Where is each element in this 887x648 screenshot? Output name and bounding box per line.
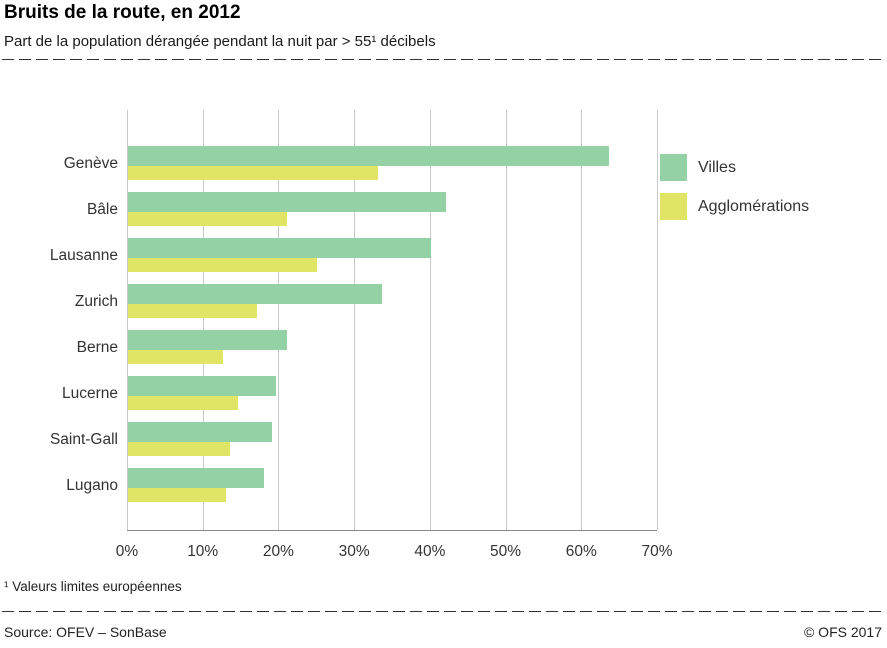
gridline <box>429 110 431 530</box>
x-tick-label: 40% <box>414 543 446 560</box>
y-axis-label: Bâle <box>86 201 118 218</box>
legend: Villes Agglomérations <box>660 154 809 232</box>
gridline <box>657 110 658 530</box>
divider-bottom <box>2 610 885 612</box>
plot-area <box>127 110 658 531</box>
y-axis-label: Lucerne <box>61 385 118 402</box>
chart-subtitle: Part de la population dérangée pendant l… <box>4 33 436 50</box>
x-axis-labels: 0% 10% 20% 30% 40% 50% 60% 70% <box>0 543 887 565</box>
bar-agglomerations-geneve <box>128 166 378 180</box>
x-tick-label: 10% <box>187 543 219 560</box>
legend-label: Agglomérations <box>698 197 810 215</box>
legend-label: Villes <box>698 158 736 176</box>
bar-villes-lausanne <box>128 238 431 258</box>
legend-item-villes: Villes <box>660 154 809 181</box>
bar-agglomerations-berne <box>128 350 223 364</box>
x-tick-label: 70% <box>641 543 673 560</box>
gridline <box>127 110 128 530</box>
x-tick-label: 30% <box>338 543 370 560</box>
y-axis-label: Lausanne <box>49 247 118 264</box>
y-axis-label: Lugano <box>66 477 118 494</box>
bar-villes-lugano <box>128 468 265 488</box>
y-axis-label: Genève <box>63 155 118 172</box>
x-tick-label: 60% <box>565 543 597 560</box>
bar-villes-saint-gall <box>128 422 272 442</box>
gridline <box>354 110 356 530</box>
source-text: Source: OFEV – SonBase <box>4 624 167 640</box>
bar-agglomerations-lugano <box>128 488 227 502</box>
gridline <box>581 110 583 530</box>
x-tick-label: 20% <box>262 543 294 560</box>
y-axis-labels: Genève Bâle Lausanne Zurich Berne Lucerne Sain… <box>0 110 118 530</box>
x-tick-label: 0% <box>115 543 139 560</box>
bar-agglomerations-zurich <box>128 304 257 318</box>
bar-villes-geneve <box>128 146 609 166</box>
y-axis-label: Zurich <box>74 293 118 310</box>
bar-villes-zurich <box>128 284 382 304</box>
gridline <box>505 110 507 530</box>
chart-title: Bruits de la route, en 2012 <box>4 2 241 23</box>
bar-agglomerations-lucerne <box>128 396 238 410</box>
gridline <box>278 110 280 530</box>
divider-top <box>2 58 885 60</box>
bar-villes-lucerne <box>128 376 276 396</box>
y-axis-label: Berne <box>76 339 118 356</box>
y-axis-label: Saint-Gall <box>49 431 118 448</box>
gridline <box>202 110 204 530</box>
bar-agglomerations-bale <box>128 212 287 226</box>
copyright-text: © OFS 2017 <box>803 624 882 640</box>
legend-swatch <box>660 193 687 220</box>
x-tick-label: 50% <box>490 543 522 560</box>
bar-agglomerations-saint-gall <box>128 442 231 456</box>
footnote: ¹ Valeurs limites européennes <box>4 579 182 594</box>
bar-villes-berne <box>128 330 287 350</box>
legend-item-agglomerations: Agglomérations <box>660 193 809 220</box>
bar-agglomerations-lausanne <box>128 258 318 272</box>
bar-villes-bale <box>128 192 446 212</box>
legend-swatch <box>660 154 687 181</box>
